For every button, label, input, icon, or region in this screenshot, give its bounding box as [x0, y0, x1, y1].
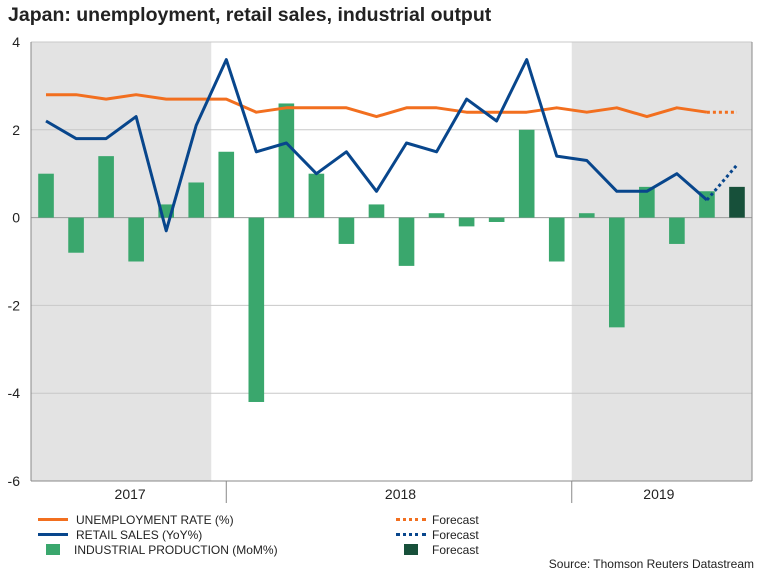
legend-item-retail: RETAIL SALES (YoY%): [38, 527, 202, 542]
legend-label-unemployment-forecast: Forecast: [432, 512, 479, 527]
y-tick-label-5: -6: [8, 473, 21, 489]
bar-industrial-21: [669, 217, 685, 244]
bar-industrial-18: [578, 213, 595, 218]
bar-industrial-20: [639, 186, 655, 218]
legend-label-retail: RETAIL SALES (YoY%): [76, 527, 203, 542]
y-tick-label-4: -4: [8, 385, 21, 401]
legend-item-retail-forecast: Forecast: [396, 527, 479, 542]
bar-industrial-6: [218, 151, 235, 218]
bar-industrial-3: [128, 217, 144, 262]
legend-swatch-industrial-forecast: [404, 544, 418, 555]
bar-industrial-8: [278, 103, 295, 218]
bar-industrial-1: [68, 217, 84, 253]
bar-industrial-5: [188, 182, 205, 218]
y-tick-label-1: 2: [12, 122, 20, 138]
bar-industrial-11: [368, 204, 385, 218]
bar-industrial-14: [458, 217, 475, 227]
shaded-region-0: [31, 42, 212, 481]
bar-industrial-13: [428, 213, 445, 218]
legend-swatch-retail: [38, 533, 68, 536]
bar-industrial-17: [548, 217, 565, 262]
legend-label-industrial: INDUSTRIAL PRODUCTION (MoM%): [74, 542, 278, 557]
bar-industrial-12: [398, 217, 415, 266]
bar-industrial-7: [248, 217, 265, 402]
y-tick-label-2: 0: [12, 210, 20, 226]
y-tick-label-0: 4: [12, 34, 20, 50]
line-retail-forecast: [705, 163, 739, 201]
legend-label-industrial-forecast: Forecast: [432, 542, 479, 557]
line-unemployment: [46, 93, 708, 119]
legend-item-industrial: INDUSTRIAL PRODUCTION (MoM%): [38, 542, 278, 557]
legend-item-unemployment: UNEMPLOYMENT RATE (%): [38, 512, 234, 527]
bar-industrial-forecast: [729, 186, 745, 218]
bar-industrial-15: [488, 217, 505, 222]
year-label-2018: 2018: [385, 486, 416, 502]
year-label-2019: 2019: [643, 486, 674, 502]
chart-title: Japan: unemployment, retail sales, indus…: [8, 4, 492, 26]
legend-item-unemployment-forecast: Forecast: [396, 512, 479, 527]
legend-swatch-unemployment-forecast: [396, 518, 426, 521]
legend-label-unemployment: UNEMPLOYMENT RATE (%): [76, 512, 234, 527]
bar-industrial-0: [38, 173, 54, 218]
bar-industrial-19: [609, 217, 625, 328]
source-note: Source: Thomson Reuters Datastream: [548, 557, 754, 571]
legend-swatch-unemployment: [38, 518, 68, 521]
shaded-region-1: [571, 42, 752, 481]
chart-canvas: 4 2 0 -2 -4 -6 2017 2018 2019: [8, 34, 753, 503]
bar-industrial-16: [518, 129, 535, 218]
y-tick-label-3: -2: [8, 297, 21, 313]
legend-item-industrial-forecast: Forecast: [396, 542, 479, 557]
bar-industrial-9: [308, 173, 325, 218]
bar-industrial-10: [338, 217, 355, 244]
legend: UNEMPLOYMENT RATE (%) RETAIL SALES (YoY%…: [38, 512, 498, 560]
line-retail: [45, 58, 708, 233]
legend-label-retail-forecast: Forecast: [432, 527, 479, 542]
year-label-2017: 2017: [115, 486, 146, 502]
legend-swatch-retail-forecast: [396, 533, 426, 536]
bar-industrial-2: [98, 156, 114, 218]
legend-swatch-industrial: [46, 544, 60, 555]
